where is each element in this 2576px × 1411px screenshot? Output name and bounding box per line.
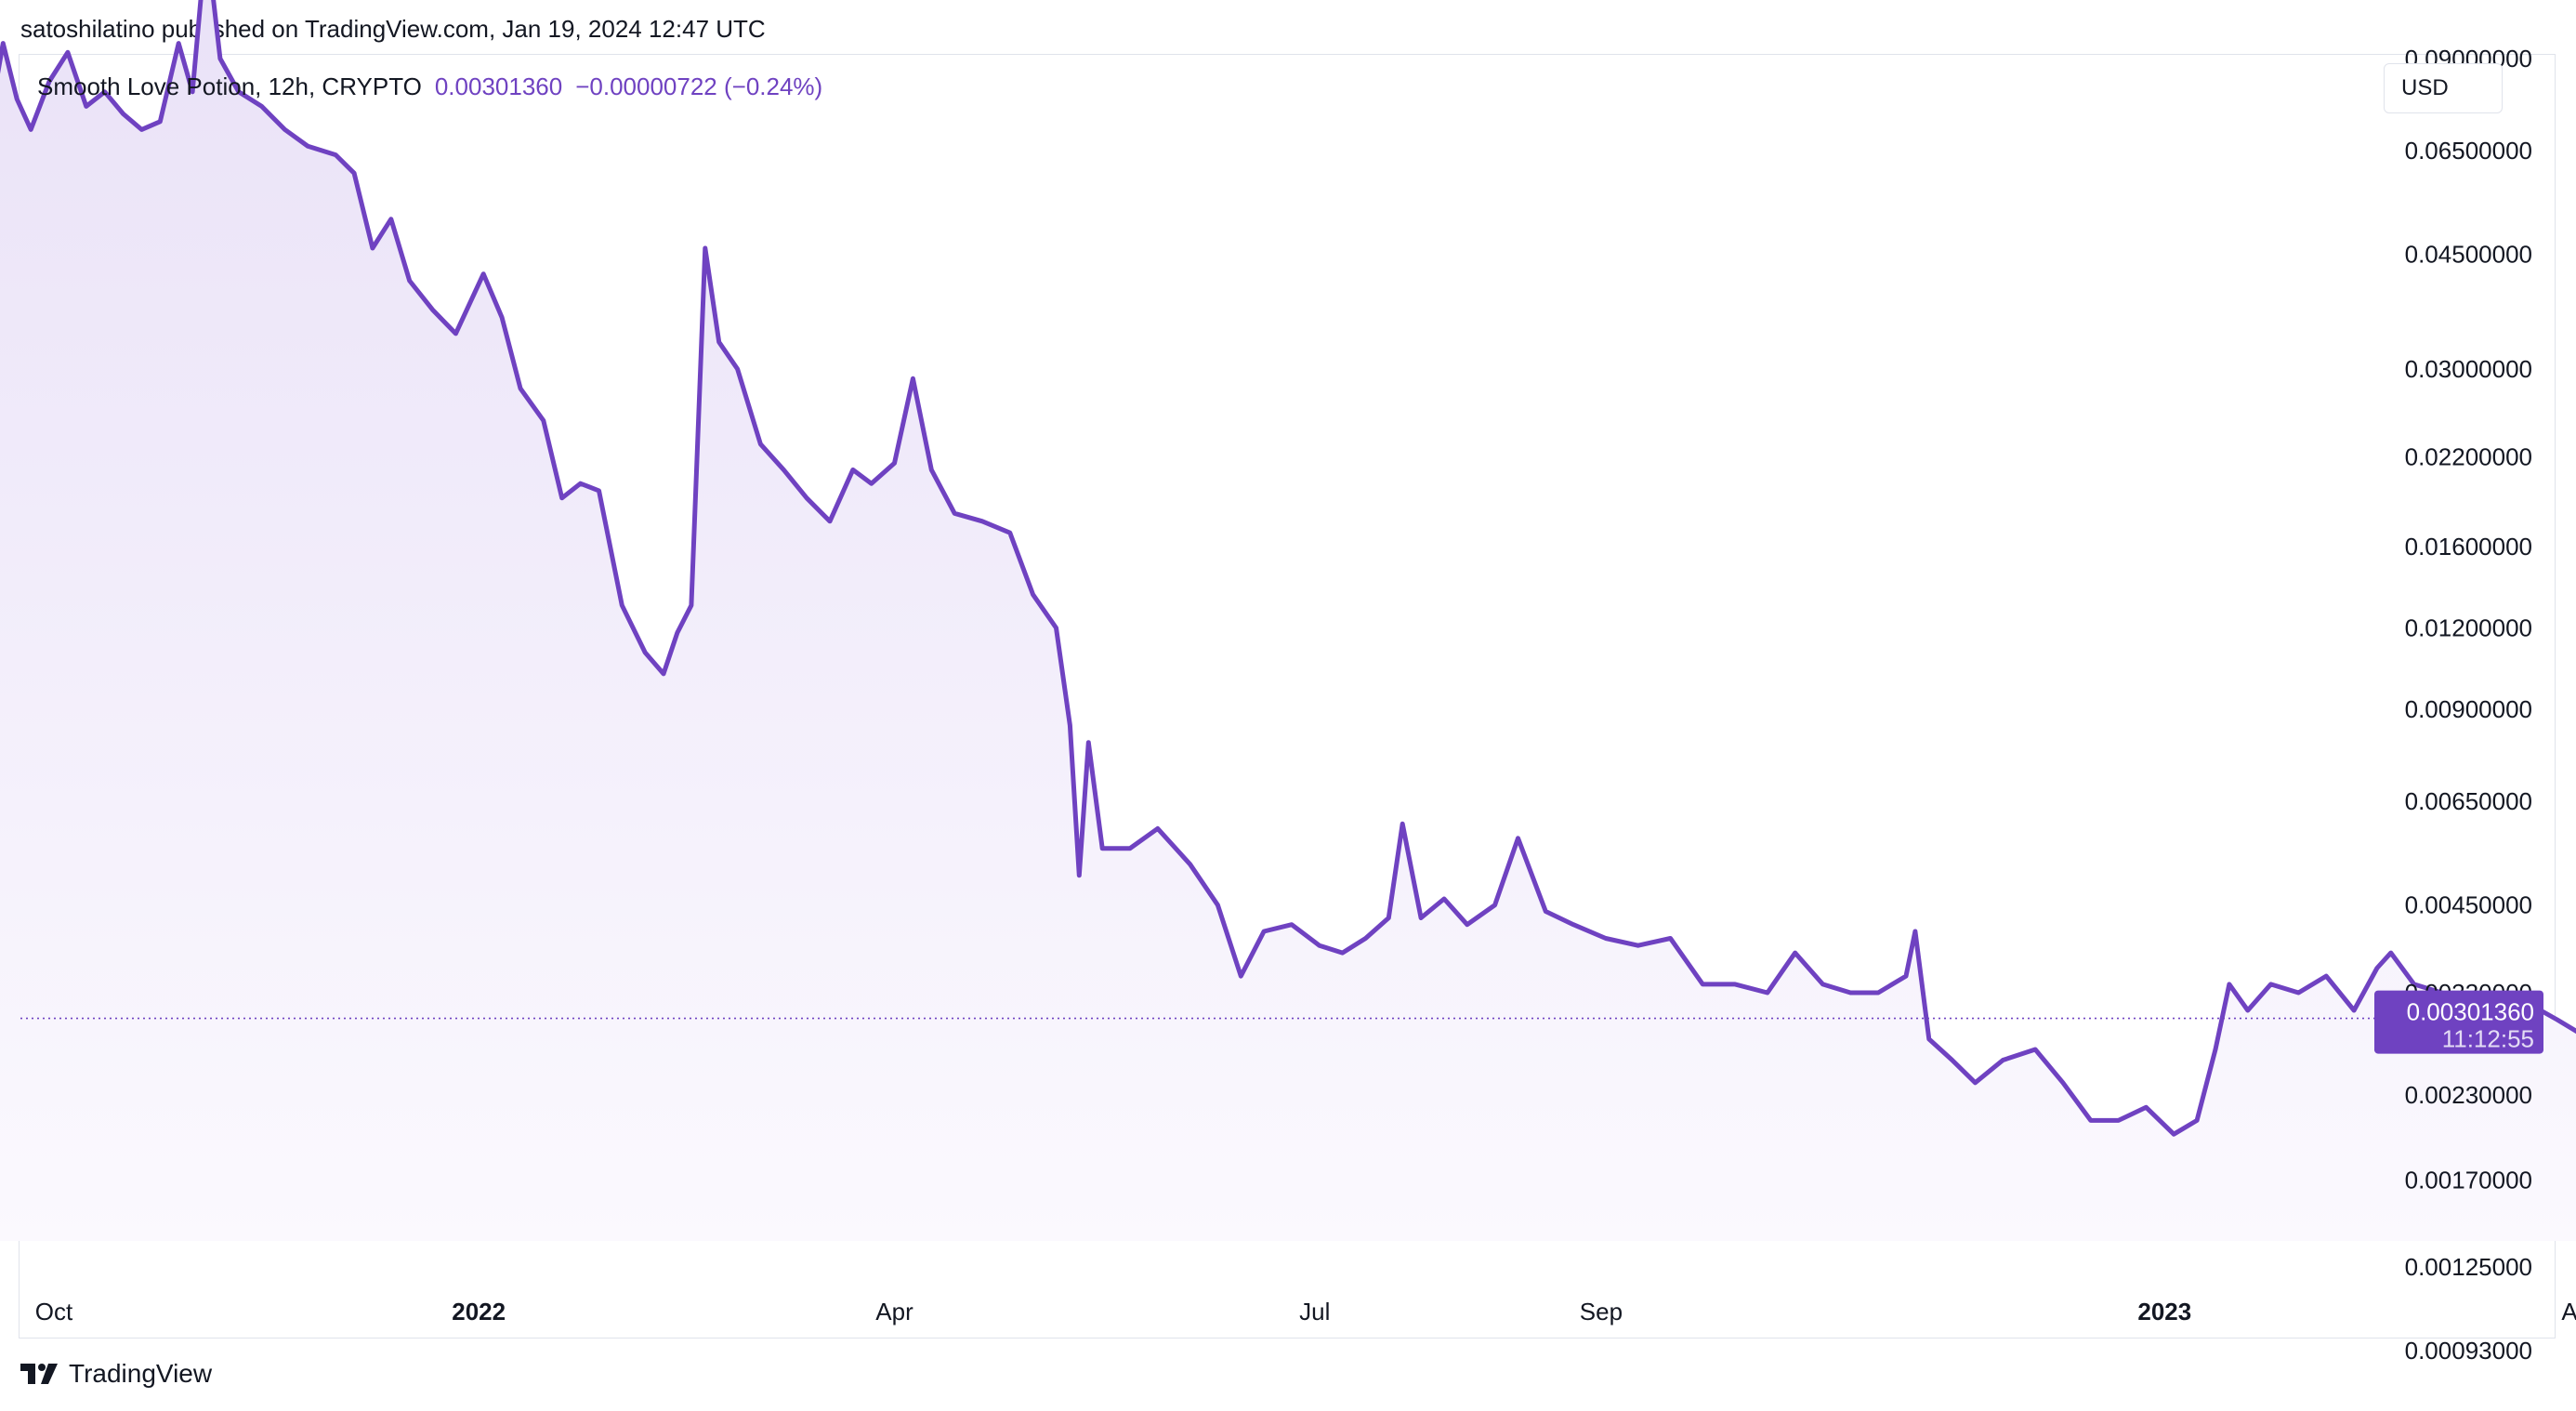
y-axis-tick-label: 0.01600000	[2405, 533, 2532, 560]
legend-symbol: Smooth Love Potion, 12h, CRYPTO	[37, 73, 422, 100]
y-axis-tick-label: 0.00125000	[2405, 1253, 2532, 1281]
x-axis-tick-label: 2023	[2137, 1298, 2191, 1325]
x-axis-tick-label: Apr	[2561, 1298, 2576, 1325]
price-area-fill	[0, 0, 2576, 1241]
y-axis-tick-label: 0.03000000	[2405, 355, 2532, 383]
x-axis-tick-label: Apr	[875, 1298, 913, 1325]
y-axis-tick-label: 0.04500000	[2405, 241, 2532, 269]
y-axis-tick-label: 0.00230000	[2405, 1081, 2532, 1109]
last-price-label: 0.00301360	[2407, 998, 2534, 1026]
x-axis-tick-label: Jul	[1299, 1298, 1330, 1325]
publish-attribution: satoshilatino published on TradingView.c…	[20, 15, 766, 43]
y-axis-tick-label: 0.02200000	[2405, 442, 2532, 470]
y-axis-tick-label: 0.00900000	[2405, 695, 2532, 723]
bar-countdown-label: 11:12:55	[2442, 1025, 2534, 1053]
last-price-label-bg	[2374, 990, 2543, 1054]
chart-legend: Smooth Love Potion, 12h, CRYPTO 0.003013…	[37, 73, 822, 101]
legend-price: 0.00301360	[434, 73, 563, 100]
y-axis-tick-label: 0.00450000	[2405, 891, 2532, 919]
currency-button[interactable]: USD	[2384, 63, 2503, 113]
tradingview-brand[interactable]: TradingView	[20, 1359, 212, 1389]
x-axis-tick-label: Oct	[35, 1298, 73, 1325]
y-axis-tick-label: 0.00170000	[2405, 1167, 2532, 1194]
y-axis-tick-label: 0.00093000	[2405, 1337, 2532, 1365]
price-line	[0, 0, 2576, 1137]
x-axis-tick-label: Sep	[1580, 1298, 1623, 1325]
tradingview-logo-icon	[20, 1364, 58, 1384]
tradingview-brand-label: TradingView	[69, 1359, 213, 1388]
y-axis-tick-label: 0.00650000	[2405, 787, 2532, 815]
x-axis-tick-label: 2022	[452, 1298, 506, 1325]
y-axis-tick-label: 0.06500000	[2405, 137, 2532, 165]
y-axis-tick-label: 0.01200000	[2405, 614, 2532, 642]
legend-change: −0.00000722 (−0.24%)	[575, 73, 823, 100]
